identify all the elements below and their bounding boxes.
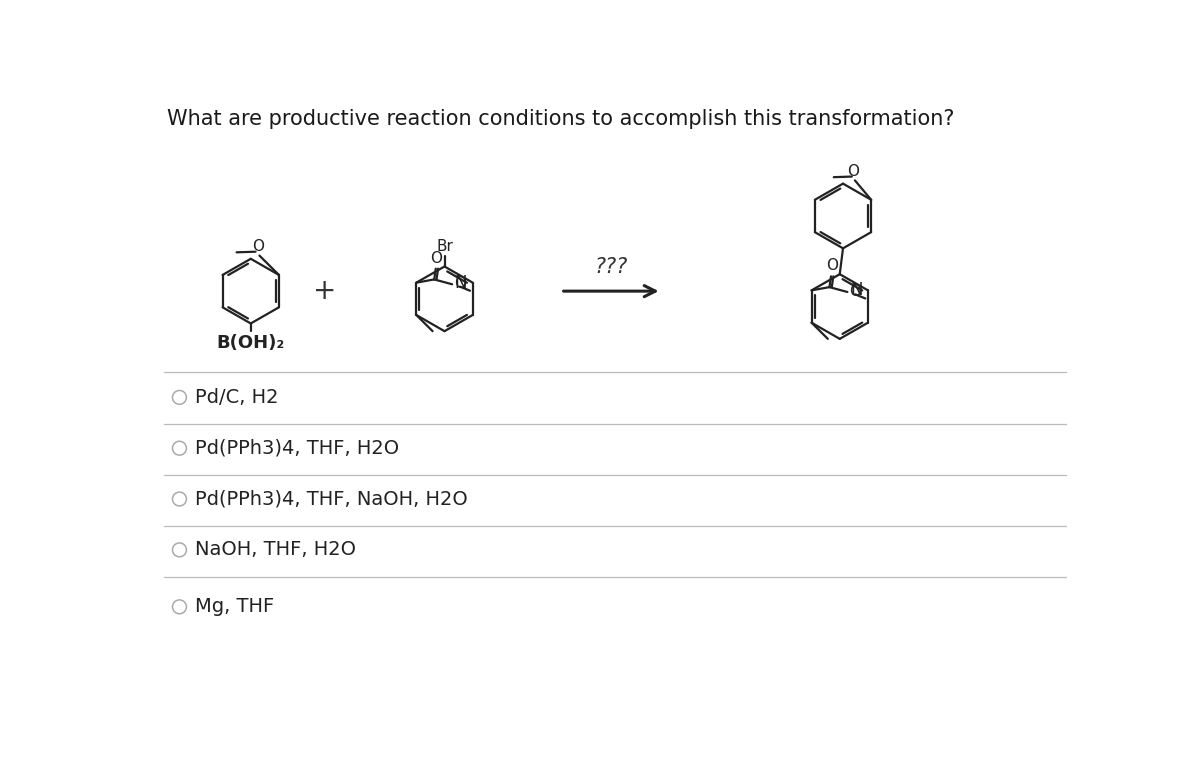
Text: NaOH, THF, H2O: NaOH, THF, H2O: [194, 540, 356, 559]
Text: Mg, THF: Mg, THF: [194, 598, 274, 616]
Text: B(OH)₂: B(OH)₂: [217, 334, 284, 352]
Text: O: O: [454, 276, 466, 291]
Text: Pd(PPh3)4, THF, NaOH, H2O: Pd(PPh3)4, THF, NaOH, H2O: [194, 490, 468, 508]
Text: O: O: [431, 250, 443, 266]
Text: O: O: [847, 164, 859, 179]
Text: O: O: [848, 284, 860, 298]
Text: What are productive reaction conditions to accomplish this transformation?: What are productive reaction conditions …: [167, 110, 954, 130]
Text: Pd(PPh3)4, THF, H2O: Pd(PPh3)4, THF, H2O: [194, 439, 400, 458]
Text: Pd/C, H2: Pd/C, H2: [194, 388, 278, 407]
Text: N: N: [850, 281, 863, 299]
Text: O: O: [826, 258, 838, 274]
Text: Br: Br: [436, 239, 452, 254]
Text: ???: ???: [594, 257, 628, 277]
Text: +: +: [313, 277, 336, 305]
Text: N: N: [455, 274, 467, 291]
Text: O: O: [252, 239, 264, 254]
